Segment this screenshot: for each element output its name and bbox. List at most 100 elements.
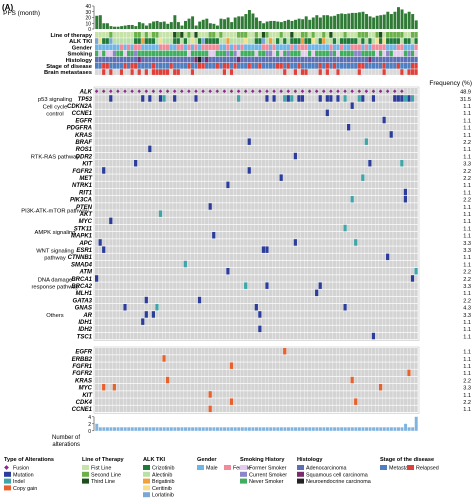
grid-cell bbox=[347, 369, 351, 377]
grid-cell bbox=[137, 174, 141, 181]
grid-cell bbox=[141, 282, 145, 289]
grid-cell bbox=[258, 282, 262, 289]
annotation-cell bbox=[105, 69, 109, 75]
grid-cell bbox=[393, 348, 397, 355]
grid-cell bbox=[247, 296, 251, 304]
grid-cell bbox=[148, 217, 152, 225]
grid-cell bbox=[158, 109, 163, 117]
annotation-row-label: Brain metastases bbox=[44, 70, 92, 76]
grid-cell bbox=[240, 152, 244, 160]
grid-cell bbox=[283, 131, 287, 138]
grid-cell bbox=[396, 203, 400, 210]
grid-cell bbox=[126, 188, 131, 196]
grid-cell bbox=[119, 246, 124, 253]
grid-cell bbox=[151, 160, 155, 167]
annotation-cell bbox=[272, 63, 276, 69]
annotation-cell bbox=[95, 63, 99, 69]
grid-cell bbox=[212, 318, 216, 325]
grid-cell bbox=[201, 260, 205, 268]
grid-cell bbox=[215, 124, 219, 131]
grid-cell bbox=[371, 289, 376, 297]
grid-cell bbox=[162, 260, 166, 268]
grid-cell bbox=[290, 384, 294, 391]
grid-cell bbox=[268, 296, 273, 304]
grid-cell bbox=[332, 196, 337, 203]
grid-cell bbox=[375, 253, 379, 261]
grid-cell bbox=[236, 203, 241, 210]
frequency-header: Frequency (%) bbox=[429, 80, 472, 87]
grid-cell bbox=[208, 304, 212, 311]
annotation-cell bbox=[315, 69, 319, 75]
grid-cell bbox=[244, 253, 248, 261]
grid-cell bbox=[396, 304, 400, 311]
grid-cell bbox=[165, 325, 170, 333]
annotation-cell bbox=[176, 56, 180, 63]
annotation-cell bbox=[148, 50, 152, 57]
grid-cell bbox=[130, 138, 134, 145]
grid-cell bbox=[219, 131, 223, 138]
grid-cell bbox=[375, 398, 379, 405]
grid-cell bbox=[180, 116, 184, 124]
grid-cell bbox=[215, 348, 219, 355]
grid-cell bbox=[212, 355, 216, 362]
grid-cell bbox=[119, 239, 124, 246]
grid-cell bbox=[297, 160, 301, 167]
grid-cell bbox=[386, 224, 390, 232]
grid-cell bbox=[378, 210, 383, 217]
annotation-cell bbox=[244, 69, 248, 75]
annotation-cell bbox=[240, 38, 244, 44]
alteration-copy-gain bbox=[208, 405, 212, 413]
grid-cell bbox=[205, 124, 209, 131]
grid-cell bbox=[109, 102, 113, 109]
grid-cell bbox=[410, 325, 415, 333]
grid-cell bbox=[268, 152, 273, 160]
grid-cell bbox=[315, 196, 319, 203]
grid-cell bbox=[165, 138, 170, 145]
annotation-cell bbox=[236, 32, 241, 38]
grid-cell bbox=[268, 355, 273, 362]
pfs-bar bbox=[365, 14, 369, 29]
grid-cell bbox=[396, 260, 400, 268]
grid-cell bbox=[236, 405, 241, 413]
grid-cell bbox=[169, 138, 173, 145]
grid-cell bbox=[169, 145, 173, 153]
annotation-cell bbox=[141, 38, 145, 44]
grid-cell bbox=[357, 362, 361, 369]
grid-cell bbox=[144, 369, 148, 377]
grid-cell bbox=[393, 282, 397, 289]
grid-cell bbox=[105, 152, 109, 160]
grid-cell bbox=[126, 348, 131, 355]
annotation-cell bbox=[158, 38, 163, 44]
grid-cell bbox=[258, 355, 262, 362]
grid-cell bbox=[151, 196, 155, 203]
grid-cell bbox=[137, 282, 141, 289]
grid-cell bbox=[378, 282, 383, 289]
grid-cell bbox=[236, 260, 241, 268]
grid-cell bbox=[279, 131, 283, 138]
grid-cell bbox=[382, 102, 386, 109]
grid-cell bbox=[403, 116, 408, 124]
grid-cell bbox=[368, 152, 372, 160]
grid-cell bbox=[261, 282, 266, 289]
grid-cell bbox=[265, 289, 269, 297]
grid-cell bbox=[343, 348, 347, 355]
grid-cell bbox=[126, 246, 131, 253]
grid-cell bbox=[325, 355, 329, 362]
alteration-fusion bbox=[300, 89, 305, 94]
annotation-cell bbox=[286, 56, 290, 63]
grid-cell bbox=[165, 210, 170, 217]
grid-cell bbox=[389, 260, 393, 268]
pfs-bar bbox=[251, 13, 255, 29]
grid-cell bbox=[261, 239, 266, 246]
grid-cell bbox=[194, 282, 198, 289]
annotation-cell bbox=[229, 69, 234, 75]
annotation-cell bbox=[343, 44, 347, 51]
grid-cell bbox=[410, 102, 415, 109]
grid-cell bbox=[254, 188, 258, 196]
annotation-cell bbox=[102, 50, 106, 57]
grid-cell bbox=[290, 167, 294, 174]
annotation-cell bbox=[304, 32, 308, 38]
grid-cell bbox=[148, 109, 152, 117]
grid-cell bbox=[187, 311, 191, 318]
annotation-cell bbox=[389, 44, 393, 51]
